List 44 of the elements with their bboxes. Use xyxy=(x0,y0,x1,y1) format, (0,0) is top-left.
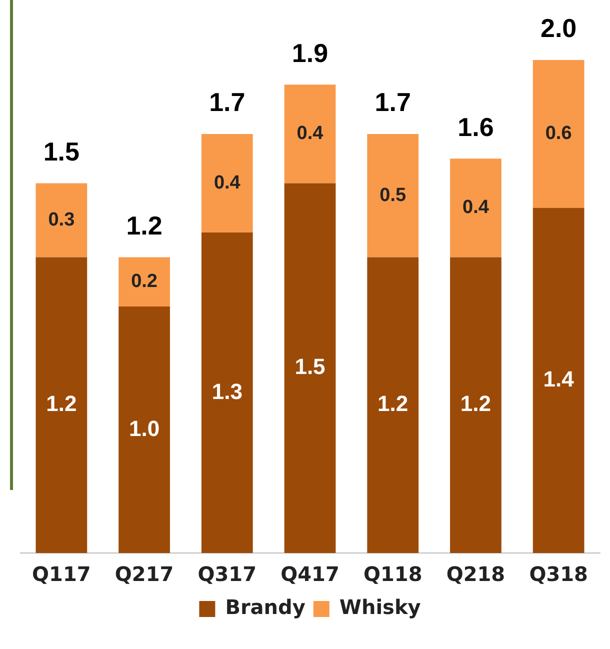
x-tick-label: Q117 xyxy=(32,562,91,586)
x-tick-label: Q217 xyxy=(114,562,174,586)
bar xyxy=(284,84,336,184)
bar xyxy=(532,60,584,208)
total-label: 1.9 xyxy=(292,38,328,68)
data-label: 0.2 xyxy=(131,271,158,292)
data-label: 1.2 xyxy=(460,391,492,416)
bar xyxy=(118,306,170,553)
x-tick-label: Q317 xyxy=(198,562,257,586)
bar xyxy=(450,257,502,553)
bar xyxy=(201,134,253,233)
data-label: 1.3 xyxy=(212,378,242,404)
bar xyxy=(36,183,88,258)
legend-label: Brandy xyxy=(225,595,306,620)
bar xyxy=(118,257,170,306)
data-label: 0.3 xyxy=(48,209,75,230)
data-label: 0.4 xyxy=(214,172,241,194)
bar xyxy=(201,232,253,553)
data-label: 0.4 xyxy=(462,197,490,218)
bar xyxy=(532,208,584,553)
data-label: 0.4 xyxy=(296,123,324,144)
x-tick-label: Q118 xyxy=(363,562,422,586)
bar xyxy=(284,183,336,553)
total-label: 1.6 xyxy=(458,112,494,142)
x-tick-label: Q318 xyxy=(529,562,588,586)
bar xyxy=(36,257,88,553)
data-label: 1.2 xyxy=(46,391,77,416)
total-label: 1.5 xyxy=(43,136,80,166)
total-label: 1.7 xyxy=(374,87,411,118)
data-label: 1.4 xyxy=(543,366,575,392)
x-tick-label: Q417 xyxy=(280,562,340,586)
data-label: 1.2 xyxy=(378,391,408,416)
legend-label: Whisky xyxy=(339,595,421,620)
data-label: 0.6 xyxy=(545,123,572,144)
total-label: 2.0 xyxy=(540,13,577,44)
x-tick-label: Q218 xyxy=(446,562,506,586)
bar xyxy=(450,158,502,258)
total-label: 1.7 xyxy=(209,87,246,118)
total-label: 1.2 xyxy=(126,210,162,240)
bar xyxy=(367,257,419,553)
bar xyxy=(367,134,419,258)
data-label: 0.5 xyxy=(380,184,406,206)
data-label: 1.5 xyxy=(294,354,326,380)
data-label: 1.0 xyxy=(128,416,160,441)
